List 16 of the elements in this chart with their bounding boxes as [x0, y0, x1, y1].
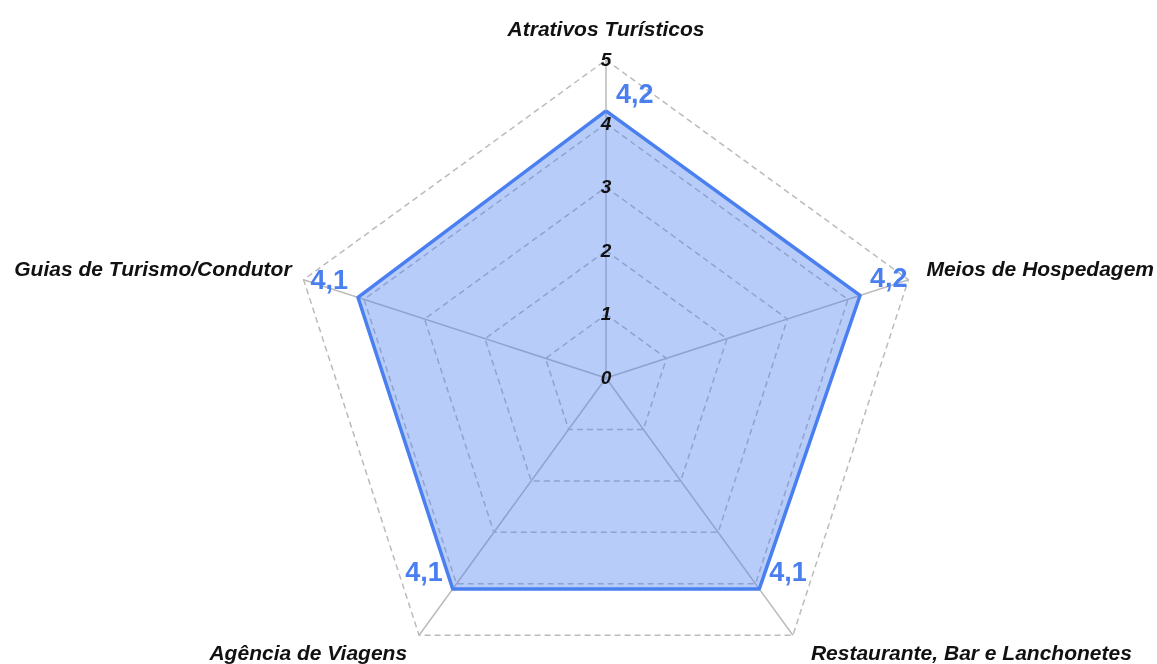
spoke-label: Guias de Turismo/Condutor [14, 256, 294, 280]
y-tick-label: 4 [599, 112, 612, 134]
spoke-label: Restaurante, Bar e Lanchonetes [810, 641, 1132, 664]
data-label: 4,1 [405, 556, 443, 587]
data-label: 4,1 [310, 265, 348, 296]
data-label: 4,2 [870, 263, 908, 294]
y-tick-label: 5 [600, 49, 612, 70]
y-tick-label: 2 [599, 239, 612, 261]
spoke-label: Atrativos Turísticos [506, 17, 705, 40]
spoke-label: Agência de Viagens [208, 641, 408, 664]
y-tick-label: 1 [600, 303, 612, 325]
y-tick-label: 0 [600, 367, 612, 388]
spoke-label: Meios de Hospedagem [926, 256, 1154, 280]
y-tick-label: 3 [600, 176, 612, 198]
data-label: 4,1 [769, 556, 807, 587]
data-label: 4,2 [616, 78, 654, 109]
